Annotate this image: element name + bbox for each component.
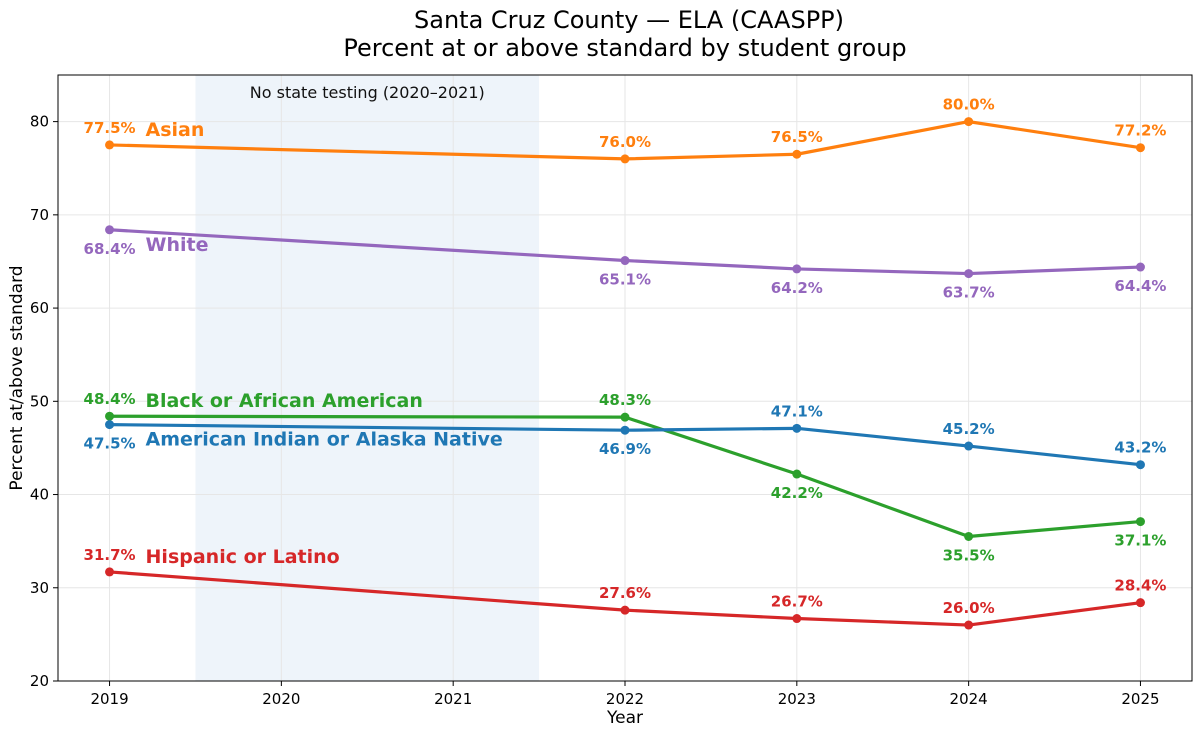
data-point-hispanic-or-latino — [105, 567, 115, 577]
data-point-white — [620, 256, 630, 266]
data-point-black-or-african-american — [792, 469, 802, 479]
y-tick-label: 30 — [30, 579, 49, 597]
data-label-black-or-african-american: 42.2% — [771, 484, 823, 502]
x-tick-label: 2021 — [434, 690, 472, 708]
data-point-hispanic-or-latino — [792, 614, 802, 624]
series-name-hispanic-or-latino: Hispanic or Latino — [146, 546, 340, 568]
x-axis-label: Year — [606, 708, 643, 728]
data-label-asian: 80.0% — [943, 96, 995, 114]
data-point-asian — [792, 149, 802, 159]
data-point-american-indian-or-alaska-native — [1135, 460, 1145, 470]
data-label-black-or-african-american: 37.1% — [1114, 532, 1166, 550]
data-point-white — [792, 264, 802, 274]
series-name-american-indian-or-alaska-native: American Indian or Alaska Native — [146, 429, 503, 451]
data-label-white: 64.2% — [771, 279, 823, 297]
data-label-hispanic-or-latino: 26.0% — [943, 599, 995, 617]
data-label-american-indian-or-alaska-native: 47.5% — [84, 435, 136, 453]
y-tick-label: 60 — [30, 299, 49, 317]
data-label-asian: 77.2% — [1114, 122, 1166, 140]
data-label-white: 68.4% — [84, 240, 136, 258]
x-tick-label: 2024 — [950, 690, 988, 708]
data-point-white — [1135, 262, 1145, 272]
data-label-american-indian-or-alaska-native: 45.2% — [943, 420, 995, 438]
chart-subtitle: Percent at or above standard by student … — [343, 34, 906, 62]
data-point-american-indian-or-alaska-native — [792, 423, 802, 433]
data-label-black-or-african-american: 48.3% — [599, 391, 651, 409]
data-point-american-indian-or-alaska-native — [620, 425, 630, 435]
data-point-hispanic-or-latino — [620, 605, 630, 615]
data-label-hispanic-or-latino: 26.7% — [771, 593, 823, 611]
data-point-asian — [620, 154, 630, 164]
data-label-hispanic-or-latino: 28.4% — [1114, 577, 1166, 595]
data-label-black-or-african-american: 35.5% — [943, 546, 995, 564]
data-label-asian: 76.5% — [771, 128, 823, 146]
data-label-asian: 76.0% — [599, 133, 651, 151]
band-annotation: No state testing (2020–2021) — [250, 83, 485, 102]
series-name-asian: Asian — [146, 119, 205, 141]
data-label-white: 64.4% — [1114, 277, 1166, 295]
y-tick-label: 50 — [30, 392, 49, 410]
data-label-hispanic-or-latino: 31.7% — [84, 546, 136, 564]
y-tick-label: 80 — [30, 113, 49, 131]
data-point-hispanic-or-latino — [1135, 598, 1145, 608]
data-point-black-or-african-american — [105, 411, 115, 421]
chart-title: Santa Cruz County — ELA (CAASPP) — [414, 6, 844, 34]
series-name-white: White — [146, 234, 209, 256]
no-testing-band — [195, 75, 540, 681]
data-point-black-or-african-american — [964, 531, 974, 541]
y-tick-label: 20 — [30, 672, 49, 690]
data-point-american-indian-or-alaska-native — [105, 420, 115, 430]
data-label-asian: 77.5% — [84, 119, 136, 137]
data-point-hispanic-or-latino — [964, 620, 974, 630]
data-label-black-or-african-american: 48.4% — [84, 390, 136, 408]
data-point-asian — [1135, 143, 1145, 153]
x-tick-label: 2025 — [1121, 690, 1159, 708]
y-tick-label: 40 — [30, 486, 49, 504]
x-tick-label: 2019 — [90, 690, 128, 708]
data-label-american-indian-or-alaska-native: 43.2% — [1114, 439, 1166, 457]
data-point-white — [105, 225, 115, 235]
data-point-black-or-african-american — [1135, 517, 1145, 527]
data-point-white — [964, 269, 974, 279]
x-tick-label: 2020 — [262, 690, 300, 708]
data-label-hispanic-or-latino: 27.6% — [599, 584, 651, 602]
data-label-american-indian-or-alaska-native: 47.1% — [771, 402, 823, 420]
data-point-black-or-african-american — [620, 412, 630, 422]
data-label-white: 65.1% — [599, 271, 651, 289]
x-tick-label: 2022 — [606, 690, 644, 708]
y-tick-label: 70 — [30, 206, 49, 224]
data-point-asian — [964, 117, 974, 127]
data-label-white: 63.7% — [943, 284, 995, 302]
series-name-black-or-african-american: Black or African American — [146, 390, 423, 412]
data-point-asian — [105, 140, 115, 150]
y-axis-label: Percent at/above standard — [7, 265, 27, 490]
x-tick-label: 2023 — [778, 690, 816, 708]
data-point-american-indian-or-alaska-native — [964, 441, 974, 451]
data-label-american-indian-or-alaska-native: 46.9% — [599, 440, 651, 458]
